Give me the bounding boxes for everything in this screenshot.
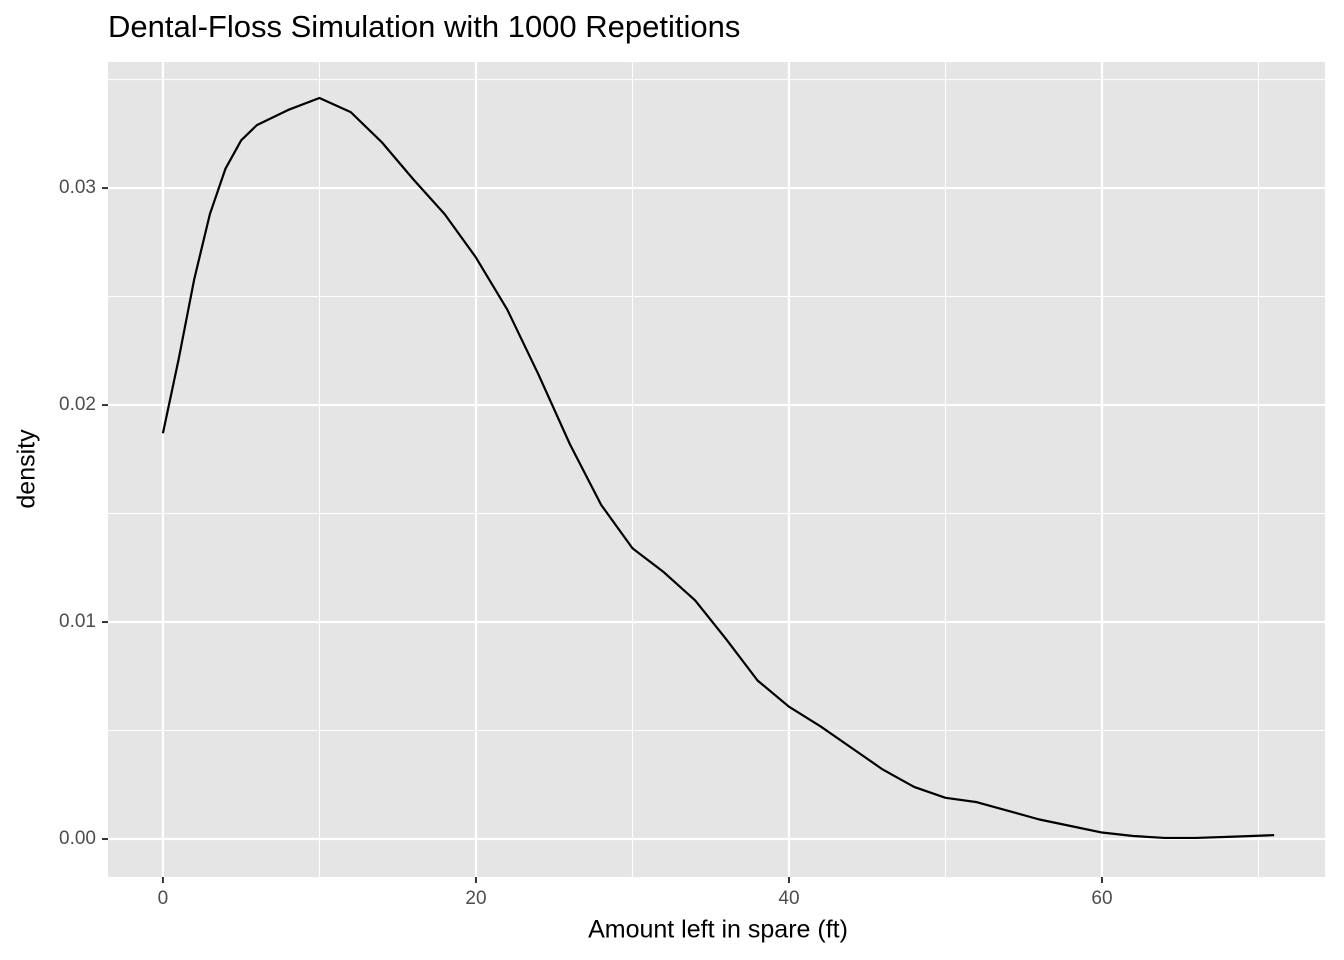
- x-tick-label: 0: [158, 888, 169, 909]
- x-axis-label: Amount left in spare (ft): [588, 916, 848, 944]
- y-axis-label: density: [13, 429, 41, 509]
- x-tick-label: 20: [465, 888, 486, 909]
- chart-title: Dental-Floss Simulation with 1000 Repeti…: [108, 9, 740, 44]
- panel: [108, 62, 1325, 877]
- y-tick-label: 0.01: [59, 611, 96, 632]
- density-line: [161, 96, 1275, 840]
- y-tick-label: 0.00: [59, 828, 96, 849]
- y-tick-label: 0.02: [59, 394, 96, 415]
- x-tick-label: 40: [778, 888, 799, 909]
- x-tick-label: 60: [1091, 888, 1112, 909]
- y-tick-label: 0.03: [59, 177, 96, 198]
